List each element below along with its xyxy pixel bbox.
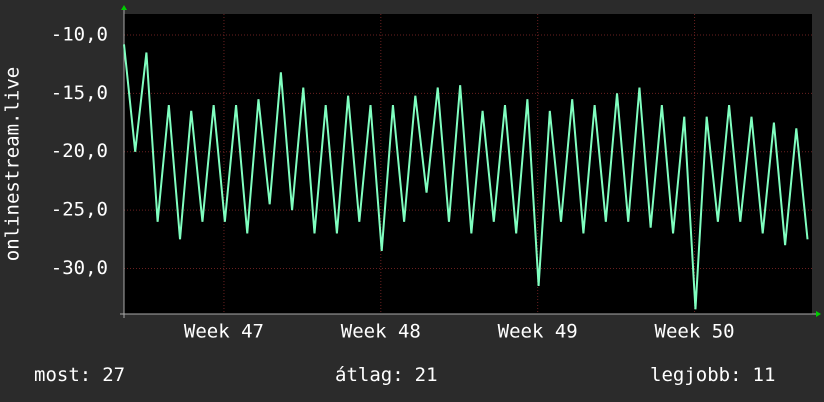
line-series bbox=[123, 44, 809, 310]
footer-stat: átlag: 21 bbox=[335, 364, 438, 386]
y-tick-label: -20,0 bbox=[51, 140, 108, 162]
footer-stat: legjobb: 11 bbox=[650, 364, 775, 386]
x-tick-label: Week 50 bbox=[655, 321, 735, 343]
footer-label: átlag: bbox=[335, 364, 404, 386]
x-tick-label: Week 48 bbox=[341, 321, 421, 343]
footer-value: 27 bbox=[102, 364, 125, 386]
x-tick-label: Week 47 bbox=[184, 321, 264, 343]
footer-stat: most: 27 bbox=[34, 364, 125, 386]
footer-label: legjobb: bbox=[650, 364, 742, 386]
y-tick-label: -30,0 bbox=[51, 257, 108, 279]
y-tick-label: -15,0 bbox=[51, 82, 108, 104]
y-tick-label: -25,0 bbox=[51, 199, 108, 221]
footer-label: most: bbox=[34, 364, 91, 386]
footer-value: 21 bbox=[415, 364, 438, 386]
footer-value: 11 bbox=[753, 364, 776, 386]
y-axis-label: onlinestream.live bbox=[2, 67, 24, 261]
plot-area bbox=[124, 14, 812, 314]
y-tick-label: -10,0 bbox=[51, 24, 108, 46]
axis-arrow bbox=[121, 5, 127, 10]
x-tick-label: Week 49 bbox=[498, 321, 578, 343]
axis-arrow bbox=[816, 311, 821, 317]
